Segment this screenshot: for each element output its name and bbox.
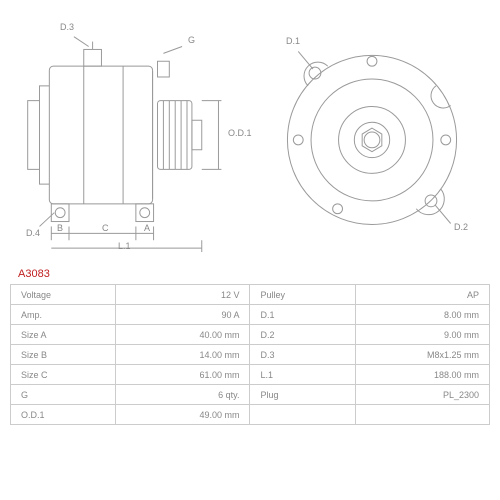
table-cell: Size C [11, 365, 116, 385]
table-cell: Size A [11, 325, 116, 345]
table-cell: 12 V [116, 285, 250, 305]
table-row: Size A40.00 mmD.29.00 mm [11, 325, 490, 345]
table-cell: Size B [11, 345, 116, 365]
callout-d2: D.2 [454, 222, 468, 232]
callout-d4: D.4 [26, 228, 40, 238]
table-cell: 188.00 mm [355, 365, 489, 385]
table-cell: D.1 [250, 305, 355, 325]
table-cell: D.3 [250, 345, 355, 365]
table-cell [250, 405, 355, 425]
table-cell: Pulley [250, 285, 355, 305]
diagram-area: D.3 D.4 G O.D.1 B C A L.1 [10, 10, 490, 260]
callout-a: A [144, 223, 150, 233]
spec-table: Voltage12 VPulleyAPAmp.90 AD.18.00 mmSiz… [10, 284, 490, 425]
table-cell: Plug [250, 385, 355, 405]
callout-g: G [188, 35, 195, 45]
callout-d1: D.1 [286, 36, 300, 46]
table-cell: 14.00 mm [116, 345, 250, 365]
table-cell [355, 405, 489, 425]
table-cell: 40.00 mm [116, 325, 250, 345]
callout-c: C [102, 223, 109, 233]
table-cell: 9.00 mm [355, 325, 489, 345]
table-cell: 6 qty. [116, 385, 250, 405]
table-cell: M8x1.25 mm [355, 345, 489, 365]
table-cell: Voltage [11, 285, 116, 305]
table-cell: 90 A [116, 305, 250, 325]
table-row: Voltage12 VPulleyAP [11, 285, 490, 305]
part-number: A3083 [18, 268, 490, 280]
table-cell: O.D.1 [11, 405, 116, 425]
table-row: G6 qty.PlugPL_2300 [11, 385, 490, 405]
table-cell: AP [355, 285, 489, 305]
table-cell: Amp. [11, 305, 116, 325]
table-cell: D.2 [250, 325, 355, 345]
table-row: Size C61.00 mmL.1188.00 mm [11, 365, 490, 385]
table-cell: L.1 [250, 365, 355, 385]
callout-od1: O.D.1 [228, 128, 252, 138]
table-cell: 8.00 mm [355, 305, 489, 325]
table-cell: 61.00 mm [116, 365, 250, 385]
table-cell: 49.00 mm [116, 405, 250, 425]
front-view-diagram: D.1 D.2 [254, 10, 490, 260]
callout-b: B [57, 223, 63, 233]
side-view-diagram: D.3 D.4 G O.D.1 B C A L.1 [10, 10, 246, 260]
table-row: O.D.149.00 mm [11, 405, 490, 425]
callout-d3: D.3 [60, 22, 74, 32]
table-row: Size B14.00 mmD.3M8x1.25 mm [11, 345, 490, 365]
table-cell: PL_2300 [355, 385, 489, 405]
table-row: Amp.90 AD.18.00 mm [11, 305, 490, 325]
table-cell: G [11, 385, 116, 405]
callout-l1: L.1 [118, 241, 131, 251]
